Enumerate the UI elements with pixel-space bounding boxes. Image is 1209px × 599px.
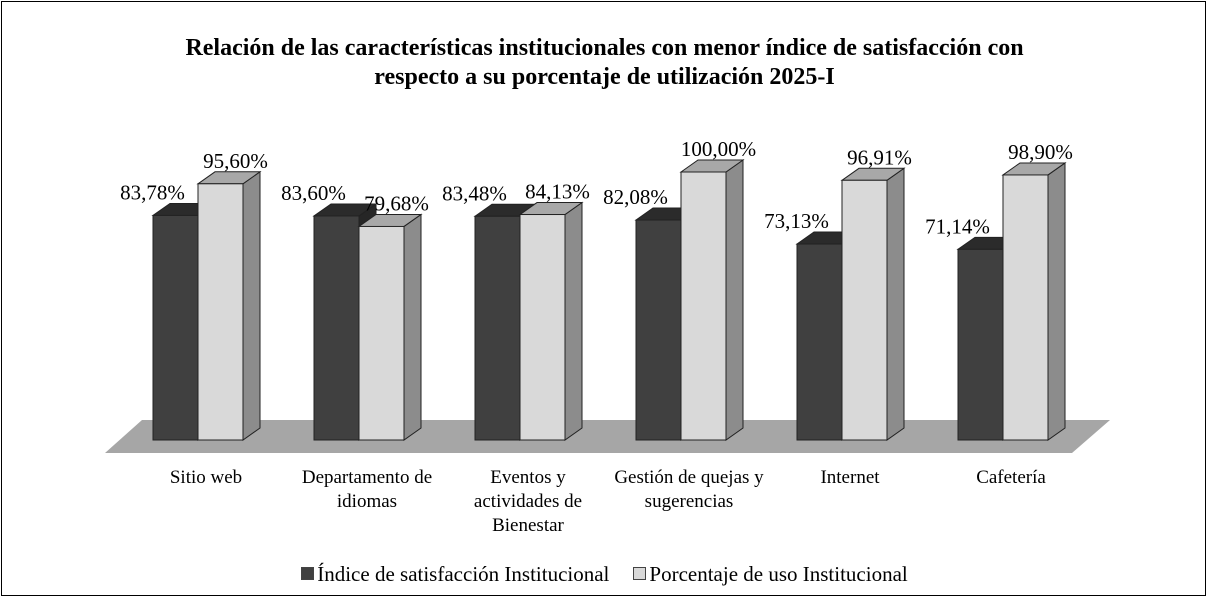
bar	[957, 248, 1004, 441]
legend-item: Índice de satisfacción Institucional	[301, 562, 609, 587]
data-label: 82,08%	[603, 185, 668, 209]
x-tick-label: Cafetería	[976, 467, 1046, 488]
bar-side	[242, 170, 261, 441]
data-label: 79,68%	[364, 191, 429, 215]
data-label: 83,78%	[120, 180, 185, 204]
bar-side	[886, 167, 905, 441]
bar	[796, 243, 843, 441]
legend-swatch	[633, 567, 647, 580]
bar-side	[1047, 161, 1066, 441]
legend-swatch	[301, 567, 315, 580]
bar	[313, 215, 360, 441]
x-tick-label: Eventos y actividades de Bienestar	[473, 467, 583, 536]
legend: Índice de satisfacción Institucional Porc…	[0, 562, 1209, 587]
x-tick-label: Internet	[820, 467, 880, 488]
bar	[841, 179, 888, 441]
legend-label: Índice de satisfacción Institucional	[317, 562, 610, 586]
data-label: 83,48%	[442, 181, 507, 205]
data-label: 96,91%	[847, 145, 912, 169]
legend-item: Porcentaje de uso Institucional	[633, 562, 908, 587]
bar-side	[725, 159, 744, 441]
x-tick-label: Gestión de quejas y sugerencias	[614, 467, 764, 512]
bar	[635, 219, 682, 441]
bar-side	[403, 213, 422, 441]
x-tick-label: Sitio web	[169, 467, 243, 488]
data-label: 100,00%	[681, 137, 756, 161]
data-label: 71,14%	[925, 214, 990, 238]
bar	[474, 215, 521, 441]
x-tick-label: Departamento de idiomas	[301, 467, 433, 512]
bar	[519, 214, 566, 441]
bar-side	[564, 201, 583, 441]
data-label: 95,60%	[203, 149, 268, 173]
bar	[358, 225, 405, 441]
bar	[197, 183, 244, 441]
data-label: 98,90%	[1008, 140, 1073, 164]
bar	[152, 214, 199, 441]
data-label: 73,13%	[764, 209, 829, 233]
data-label: 83,60%	[281, 181, 346, 205]
bar	[1002, 174, 1049, 441]
chart-title: Relación de las características instituc…	[185, 35, 1024, 90]
bar	[680, 171, 727, 441]
legend-label: Porcentaje de uso Institucional	[649, 562, 908, 586]
data-label: 84,13%	[525, 180, 590, 204]
